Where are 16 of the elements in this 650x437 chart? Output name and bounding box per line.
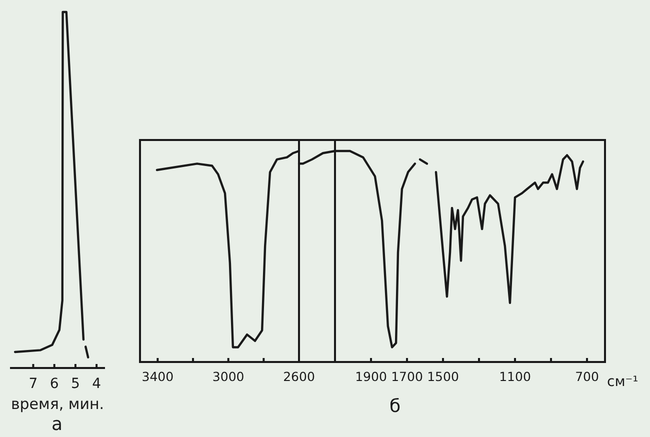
x-axis-title: см⁻¹ <box>607 374 638 390</box>
x-tick-label: 3000 <box>212 368 244 384</box>
x-tick-label: 4 <box>92 376 102 392</box>
x-tick-label: 1900 <box>355 368 387 384</box>
x-tick-label: 5 <box>70 376 80 392</box>
x-tick-label: 6 <box>50 376 59 392</box>
x-tick-label: 2600 <box>283 368 315 384</box>
x-tick-label: 3400 <box>142 368 174 384</box>
text: а <box>51 414 63 435</box>
x-tick-label: 700 <box>575 368 599 384</box>
x-tick-label: 7 <box>28 376 38 392</box>
text: б <box>389 396 401 417</box>
x-tick-label: 1100 <box>499 368 531 384</box>
x-axis-title: время, мин. <box>10 395 104 413</box>
x-tick-label: 1500 <box>427 368 459 384</box>
x-tick-label: 1700 <box>391 368 423 384</box>
